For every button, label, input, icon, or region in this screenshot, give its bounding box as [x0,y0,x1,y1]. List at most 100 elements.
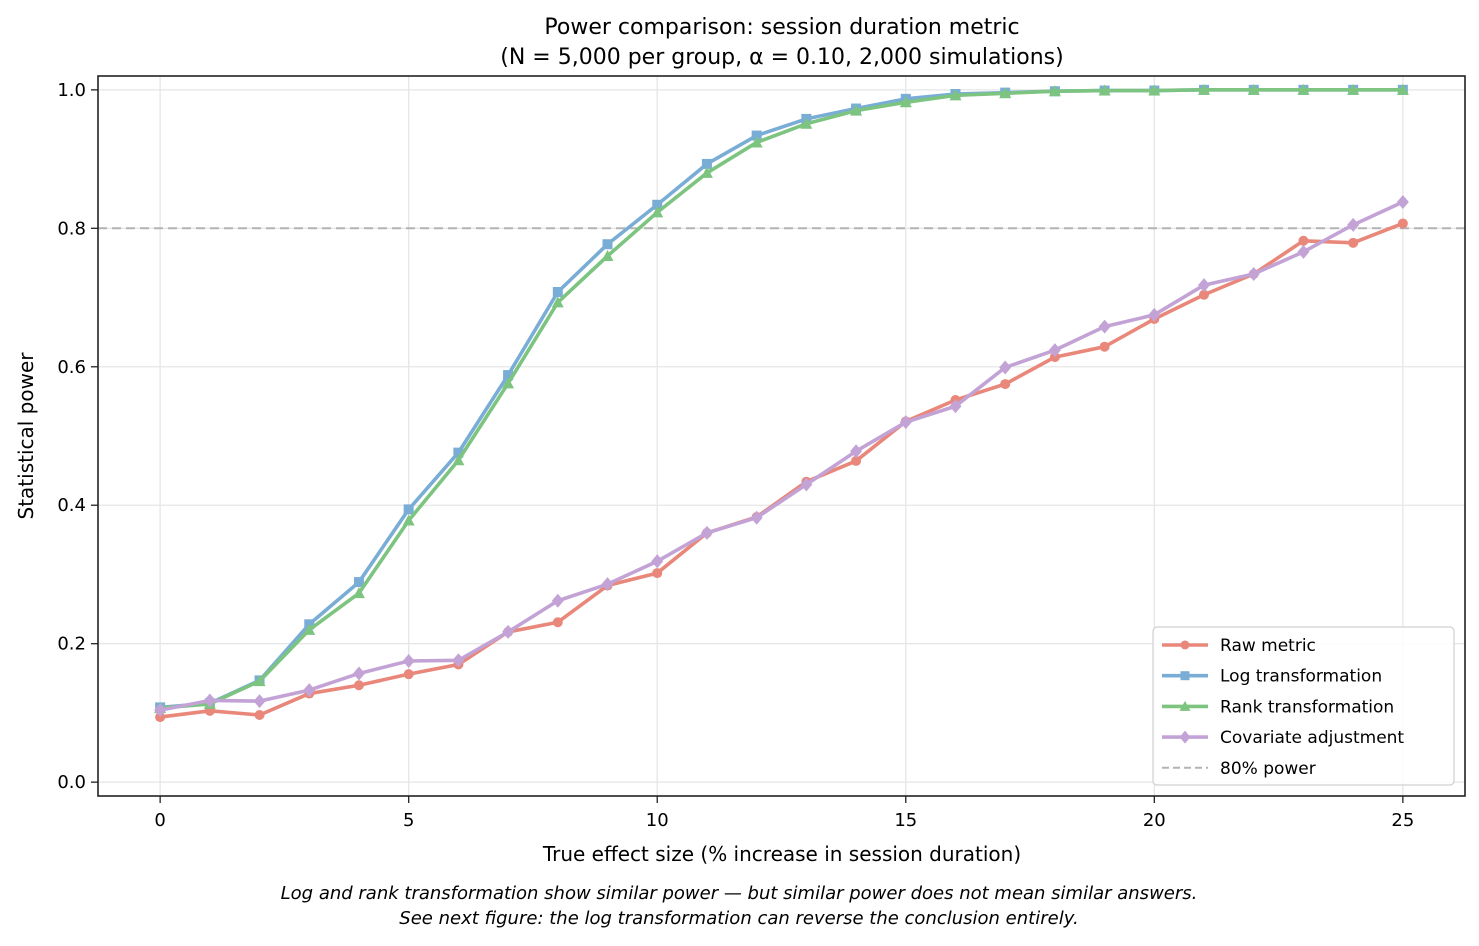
y-tick-label: 0.6 [57,357,86,378]
data-point-rank-transformation [700,166,713,178]
data-point-rank-transformation [1048,85,1061,97]
data-point-covariate-adjustment [1247,267,1260,281]
data-point-covariate-adjustment [1396,195,1409,209]
data-point-rank-transformation [899,96,912,108]
series-covariate-adjustment [154,195,1409,718]
data-point-raw-metric [1348,237,1359,248]
data-point-covariate-adjustment [850,444,863,459]
legend-marker-diamond-icon [1179,730,1191,744]
series-line-covariate-adjustment [159,200,1404,712]
y-tick-label: 1.0 [57,80,86,101]
x-tick-label: 20 [1143,810,1166,831]
legend-entry-raw-metric: Raw metric [1162,636,1316,656]
data-point-log-transformation [751,130,762,141]
data-point-rank-transformation [800,117,813,129]
data-point-covariate-adjustment [502,624,515,639]
data-point-raw-metric [1397,218,1408,229]
data-point-covariate-adjustment [1048,343,1061,358]
data-point-covariate-adjustment [154,703,167,718]
data-point-rank-transformation [1347,83,1360,95]
y-tick-label: 0.8 [57,218,86,239]
legend-label: Rank transformation [1220,697,1394,717]
data-point-rank-transformation [601,250,614,261]
y-axis-ticks: 0.0 0.2 0.4 0.6 0.8 1.0 [57,80,98,793]
x-axis-ticks: 0 5 10 15 20 25 [154,796,1414,831]
data-point-rank-transformation [949,89,962,101]
data-point-rank-transformation [1148,84,1161,96]
y-axis-label: Statistical power [14,352,38,520]
data-point-covariate-adjustment [303,683,316,698]
data-point-covariate-adjustment [452,653,465,668]
data-point-raw-metric [652,568,663,579]
data-point-covariate-adjustment [999,360,1012,375]
data-point-rank-transformation [850,104,863,116]
data-point-rank-transformation [999,87,1012,99]
data-point-rank-transformation [402,514,415,526]
legend-label: Log transformation [1220,667,1382,687]
series-log-transformation [155,84,1408,713]
data-point-covariate-adjustment [253,694,266,709]
x-tick-label: 25 [1391,810,1414,831]
data-point-log-transformation [602,239,613,250]
data-point-raw-metric [1099,341,1110,352]
x-tick-label: 0 [154,810,165,831]
data-point-log-transformation [503,370,514,381]
data-point-covariate-adjustment [750,510,763,525]
data-point-rank-transformation [452,454,465,466]
data-point-covariate-adjustment [352,666,365,681]
data-point-rank-transformation [1247,83,1260,95]
data-point-rank-transformation [1396,83,1409,95]
data-point-covariate-adjustment [402,654,415,668]
data-point-rank-transformation [253,675,266,687]
data-point-log-transformation [403,504,414,515]
x-tick-label: 5 [403,810,414,831]
legend-entry-log-transformation: Log transformation [1162,667,1382,687]
data-point-log-transformation [701,158,712,169]
x-tick-label: 10 [646,810,669,831]
chart-subtitle: (N = 5,000 per group, α = 0.10, 2,000 si… [500,45,1063,70]
data-point-rank-transformation [1098,84,1111,96]
y-tick-label: 0.4 [57,495,86,516]
caption-line-2: See next figure: the log transformation … [399,908,1078,929]
data-point-raw-metric [1199,289,1210,300]
series-rank-transformation [154,83,1409,714]
series-group [154,83,1409,723]
data-point-raw-metric [403,669,414,680]
data-point-raw-metric [254,710,265,720]
data-point-rank-transformation [551,296,564,308]
data-point-covariate-adjustment [551,593,564,608]
chart-title: Power comparison: session duration metri… [544,15,1019,40]
series-line-log-transformation [159,88,1403,710]
series-line-rank-transformation [159,88,1403,710]
x-axis-label: True effect size (% increase in session … [542,842,1021,866]
legend-marker-circle-icon [1180,640,1190,650]
data-point-covariate-adjustment [899,415,912,430]
plot-frame [97,75,1466,797]
data-point-covariate-adjustment [203,693,216,708]
legend-label: Covariate adjustment [1220,728,1404,748]
data-point-covariate-adjustment [800,477,813,492]
data-point-log-transformation [453,447,464,458]
data-point-rank-transformation [352,587,365,599]
legend-marker-square-icon [1180,671,1190,681]
data-point-covariate-adjustment [1198,278,1211,293]
data-point-covariate-adjustment [1297,244,1310,259]
legend: Raw metric Log transformation Rank transfo… [1152,626,1455,786]
data-point-log-transformation [652,199,663,210]
data-point-raw-metric [353,680,364,691]
data-point-rank-transformation [651,206,664,218]
legend-entry-covariate-adjustment: Covariate adjustment [1162,728,1404,748]
y-tick-label: 0.2 [57,634,86,655]
data-point-covariate-adjustment [1148,307,1161,322]
data-point-rank-transformation [303,623,316,635]
data-point-raw-metric [552,617,563,628]
data-point-covariate-adjustment [651,554,664,569]
data-point-covariate-adjustment [1098,319,1111,334]
data-point-raw-metric [851,455,862,466]
legend-entry-rank-transformation: Rank transformation [1162,697,1394,717]
data-point-raw-metric [1000,379,1011,390]
legend-label: Raw metric [1220,636,1316,656]
data-point-covariate-adjustment [700,525,713,540]
data-point-rank-transformation [1198,83,1211,95]
